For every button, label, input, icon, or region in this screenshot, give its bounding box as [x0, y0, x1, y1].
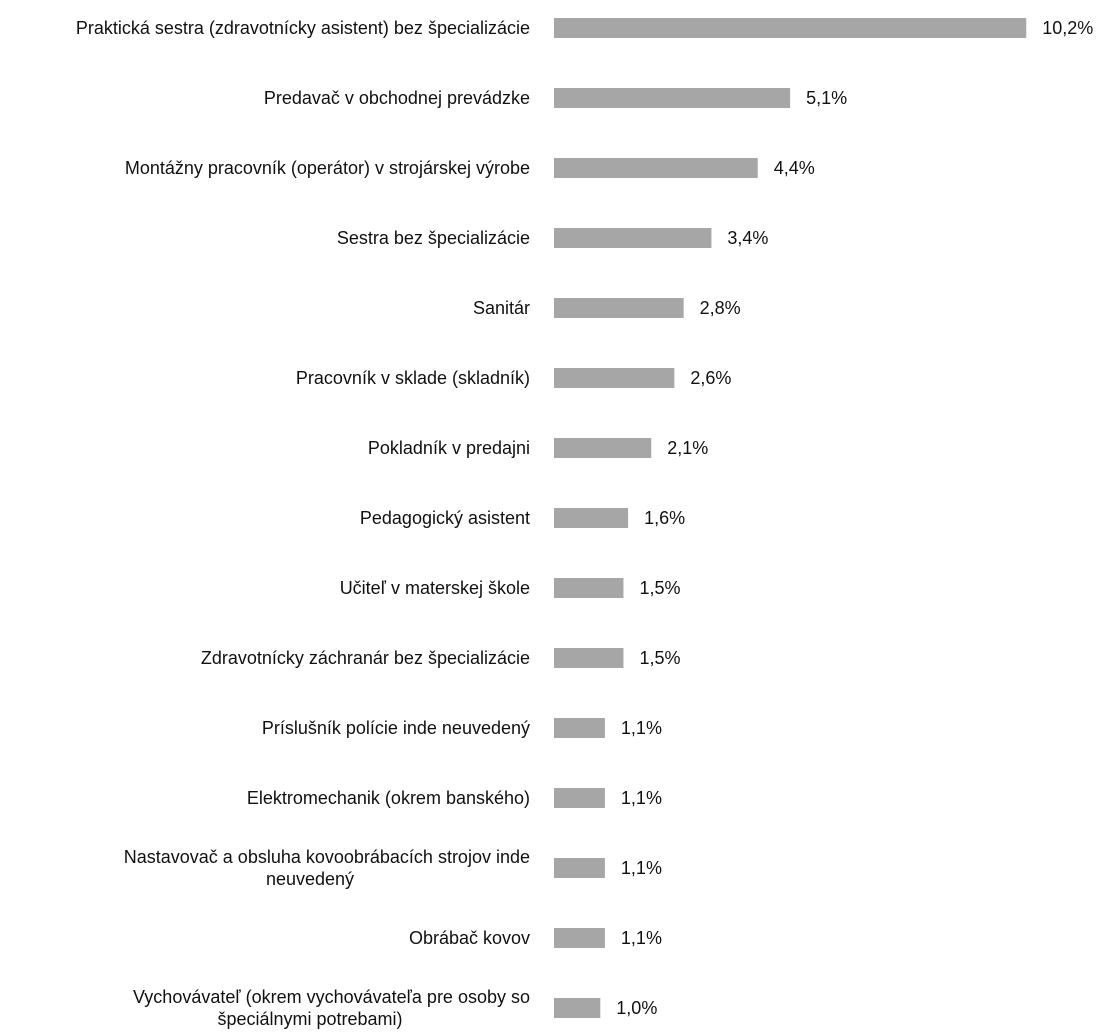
- value-label: 1,0%: [616, 998, 657, 1018]
- category-label: Učiteľ v materskej škole: [340, 578, 530, 598]
- category-label-line: Predavač v obchodnej prevádzke: [264, 88, 530, 108]
- value-label: 1,1%: [621, 788, 662, 808]
- category-label-line: Sestra bez špecializácie: [337, 228, 530, 248]
- category-label: Príslušník polície inde neuvedený: [262, 718, 530, 738]
- value-label: 1,1%: [621, 718, 662, 738]
- category-label-line: Praktická sestra (zdravotnícky asistent)…: [76, 18, 530, 38]
- value-labels: 10,2% 5,1% 4,4% 3,4% 2,8% 2,6% 2,1% 1,6% 1,5% 1,5…: [616, 18, 1093, 1018]
- category-label-line: Pedagogický asistent: [360, 508, 530, 528]
- bar: [554, 18, 1027, 38]
- category-label-line: Elektromechanik (okrem banského): [247, 788, 530, 808]
- category-label-line: špeciálnymi potrebami): [217, 1009, 402, 1029]
- category-label-line: Zdravotnícky záchranár bez špecializácie: [201, 648, 530, 668]
- value-label: 1,5%: [639, 578, 680, 598]
- value-label: 3,4%: [727, 228, 768, 248]
- category-label: Vychovávateľ (okrem vychovávateľa pre os…: [133, 987, 530, 1029]
- category-label-line: Učiteľ v materskej škole: [340, 578, 530, 598]
- category-label-line: Pokladník v predajni: [368, 438, 530, 458]
- value-label: 4,4%: [774, 158, 815, 178]
- bar: [554, 438, 652, 458]
- value-label: 1,6%: [644, 508, 685, 528]
- bar: [554, 228, 712, 248]
- category-label-line: Pracovník v sklade (skladník): [296, 368, 530, 388]
- value-label: 2,1%: [667, 438, 708, 458]
- value-label: 5,1%: [806, 88, 847, 108]
- bar: [554, 718, 605, 738]
- bar: [554, 858, 605, 878]
- bars: [554, 18, 1027, 1018]
- bar: [554, 788, 605, 808]
- bar: [554, 928, 605, 948]
- category-label: Predavač v obchodnej prevádzke: [264, 88, 530, 108]
- category-label-line: Sanitár: [473, 298, 530, 318]
- bar: [554, 998, 601, 1018]
- value-label: 10,2%: [1042, 18, 1093, 38]
- bar: [554, 298, 684, 318]
- bar: [554, 368, 675, 388]
- category-label: Montážny pracovník (operátor) v strojárs…: [125, 158, 530, 178]
- category-label-line: Obrábač kovov: [409, 928, 530, 948]
- category-label-line: Príslušník polície inde neuvedený: [262, 718, 530, 738]
- value-label: 1,5%: [639, 648, 680, 668]
- category-label: Elektromechanik (okrem banského): [247, 788, 530, 808]
- category-labels: Praktická sestra (zdravotnícky asistent)…: [76, 18, 530, 1029]
- category-label-line: neuvedený: [266, 869, 354, 889]
- category-label: Sanitár: [473, 298, 530, 318]
- bar: [554, 648, 624, 668]
- category-label: Pracovník v sklade (skladník): [296, 368, 530, 388]
- category-label-line: Montážny pracovník (operátor) v strojárs…: [125, 158, 530, 178]
- category-label: Pedagogický asistent: [360, 508, 530, 528]
- bar: [554, 578, 624, 598]
- value-label: 2,8%: [700, 298, 741, 318]
- bar: [554, 508, 629, 528]
- value-label: 2,6%: [690, 368, 731, 388]
- category-label: Zdravotnícky záchranár bez špecializácie: [201, 648, 530, 668]
- bar: [554, 88, 791, 108]
- category-label: Nastavovač a obsluha kovoobrábacích stro…: [124, 847, 530, 889]
- bar: [554, 158, 758, 178]
- category-label: Praktická sestra (zdravotnícky asistent)…: [76, 18, 530, 38]
- category-label-line: Nastavovač a obsluha kovoobrábacích stro…: [124, 847, 530, 867]
- category-label-line: Vychovávateľ (okrem vychovávateľa pre os…: [133, 987, 530, 1007]
- category-label: Pokladník v predajni: [368, 438, 530, 458]
- category-label: Obrábač kovov: [409, 928, 530, 948]
- value-label: 1,1%: [621, 858, 662, 878]
- category-label: Sestra bez špecializácie: [337, 228, 530, 248]
- value-label: 1,1%: [621, 928, 662, 948]
